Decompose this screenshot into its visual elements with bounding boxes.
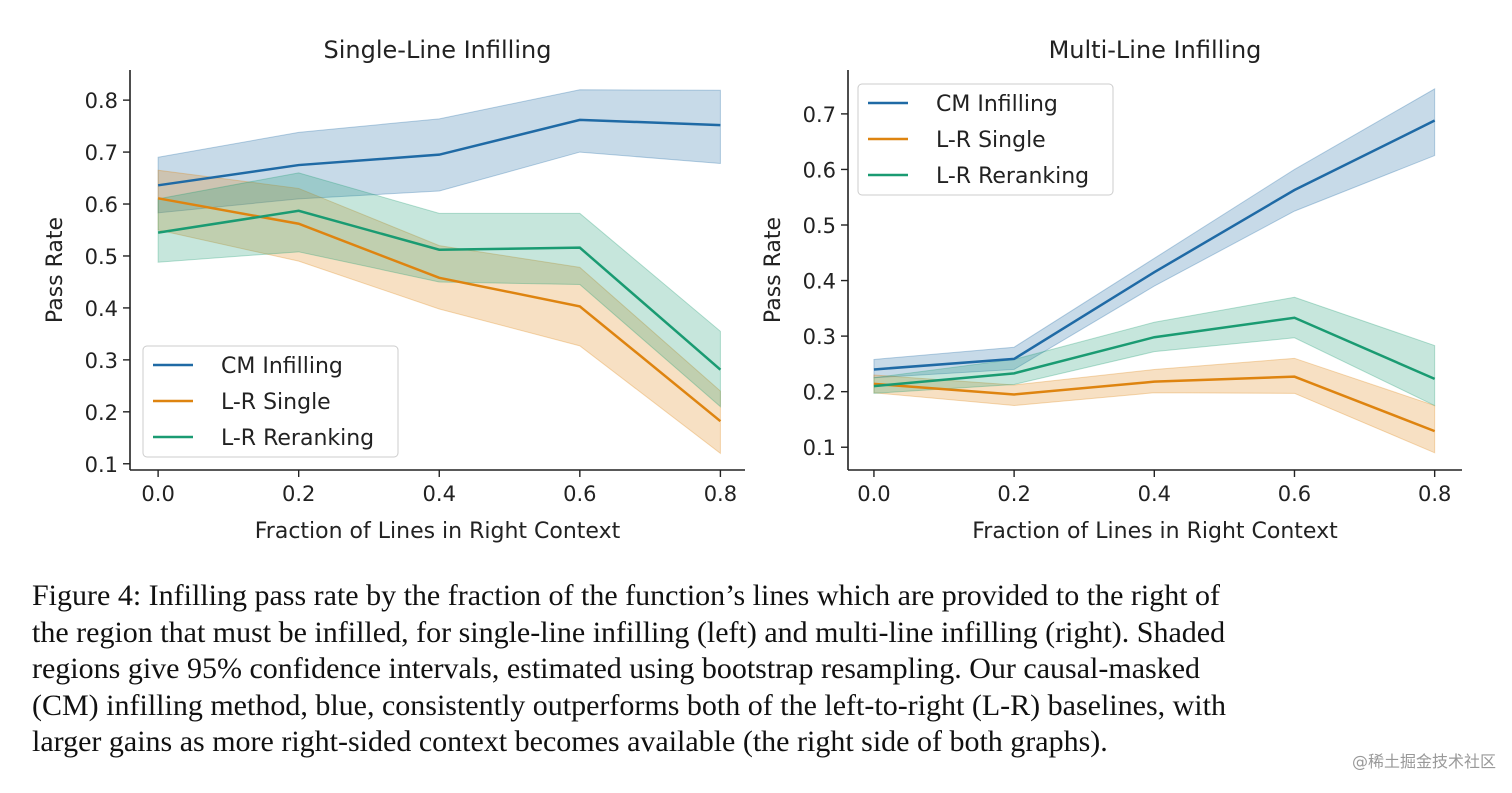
chart-panel-0: Single-Line Infilling 0.0 0.2 0.4 0.6 0.8 0.1 0… [43,36,745,544]
confidence-band-1 [157,169,721,455]
legend-label-0: CM Infilling [936,92,1058,117]
y-tick-label: 0.6 [803,158,836,182]
y-tick-label: 0.7 [85,141,118,165]
y-tick-label: 0.2 [85,401,118,425]
x-tick-label: 0.0 [857,482,890,506]
caption-line: the region that must be infilled, for si… [32,615,1226,649]
caption-line: larger gains as more right-sided context… [32,725,1108,758]
legend-label-2: L-R Reranking [936,164,1089,189]
y-tick-label: 0.4 [85,297,118,321]
x-tick-label: 0.2 [997,482,1030,506]
x-tick-label: 0.4 [1138,482,1171,506]
y-tick-label: 0.1 [85,453,118,477]
y-tick-label: 0.3 [803,325,836,349]
confidence-band-2 [873,296,1436,407]
legend-box [142,345,399,458]
x-tick-label: 0.2 [282,482,315,506]
watermark: @稀土掘金技术社区 [1351,752,1496,771]
x-tick-label: 0.8 [704,482,737,506]
x-axis-label: Fraction of Lines in Right Context [255,519,621,544]
confidence-band-1 [873,357,1436,454]
x-tick-label: 0.6 [1278,482,1311,506]
confidence-band-2 [157,172,721,408]
y-axis-label: Pass Rate [761,217,786,323]
x-tick-label: 0.6 [563,482,596,506]
legend-label-0: CM Infilling [221,354,343,379]
caption-line: Figure 4: Infilling pass rate by the fra… [32,579,1221,612]
y-tick-label: 0.5 [85,245,118,269]
x-tick-label: 0.0 [141,482,174,506]
x-tick-label: 0.8 [1418,482,1451,506]
y-tick-label: 0.4 [803,270,836,294]
y-tick-label: 0.1 [803,436,836,460]
legend-label-1: L-R Single [221,390,331,415]
legend-label-1: L-R Single [936,128,1046,153]
x-axis-label: Fraction of Lines in Right Context [972,519,1338,544]
legend: CM Infilling L-R Single L-R Reranking [142,345,399,458]
y-tick-label: 0.8 [85,89,118,113]
y-tick-label: 0.6 [85,193,118,217]
chart-panel-1: Multi-Line Infilling 0.0 0.2 0.4 0.6 0.8 0.1 0.… [761,36,1462,544]
y-tick-label: 0.2 [803,381,836,405]
x-tick-label: 0.4 [423,482,456,506]
y-axis-label: Pass Rate [43,217,68,323]
caption-line: (CM) infilling method, blue, consistentl… [32,688,1226,722]
figure-caption: Figure 4: Infilling pass rate by the fra… [32,578,1492,761]
confidence-band-0 [873,88,1436,379]
y-tick-label: 0.7 [803,103,836,127]
chart-title: Multi-Line Infilling [1049,36,1262,64]
caption-line: regions give 95% confidence intervals, e… [32,652,1201,685]
legend: CM Infilling L-R Single L-R Reranking [857,83,1114,196]
y-tick-label: 0.3 [85,349,118,373]
figure-charts: Single-Line Infilling 0.0 0.2 0.4 0.6 0.8 0.1 0… [43,36,1462,544]
chart-title: Single-Line Infilling [324,36,552,64]
y-tick-label: 0.5 [803,214,836,238]
legend-label-2: L-R Reranking [221,426,374,451]
legend-box [857,83,1114,196]
